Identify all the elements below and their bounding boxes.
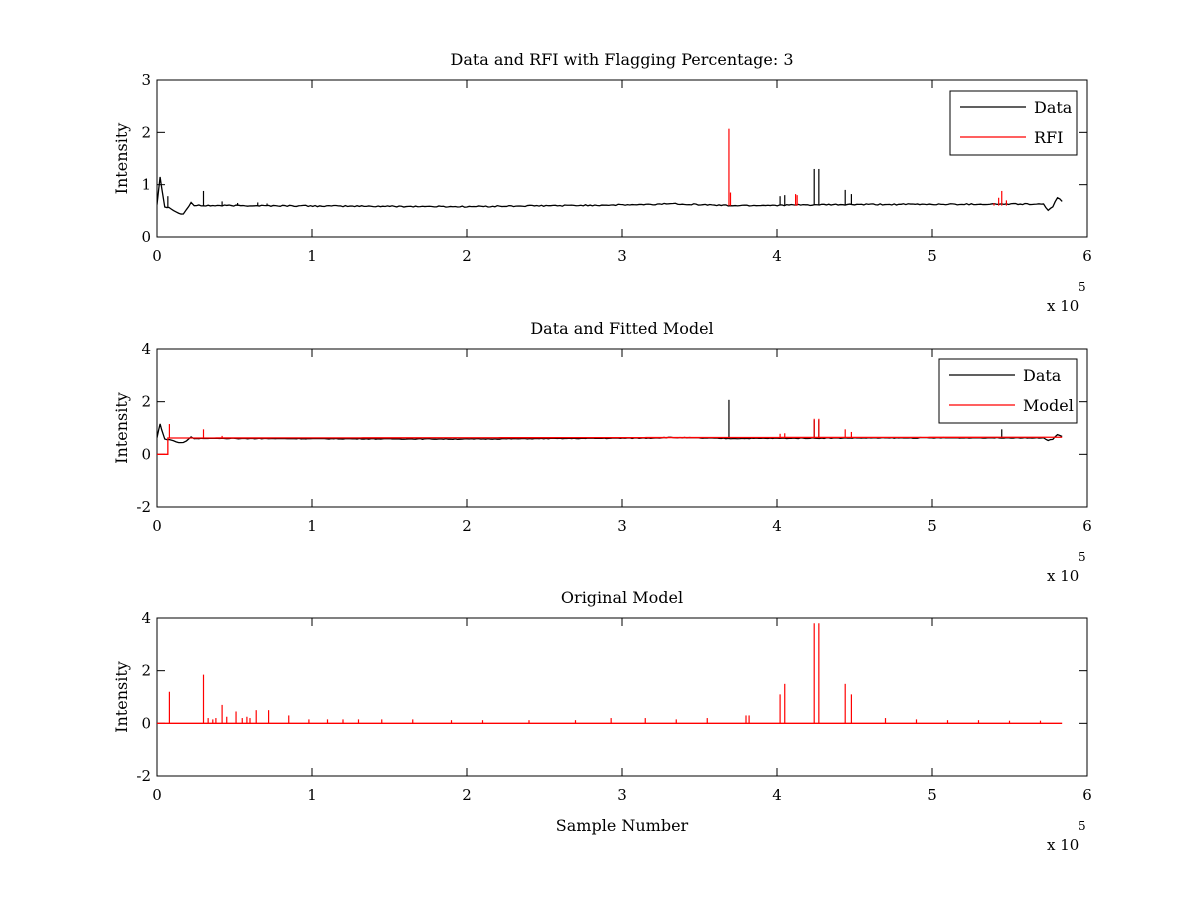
x-tick-label: 2	[462, 247, 472, 265]
x-tick-label: 1	[307, 247, 317, 265]
x-tick-label: 2	[462, 786, 472, 804]
x-tick-label: 4	[772, 786, 782, 804]
y-axis-label: Intensity	[112, 123, 131, 195]
plot-layer	[157, 623, 1063, 724]
y-axis-label: Intensity	[112, 392, 131, 464]
series-model	[157, 623, 1063, 724]
x-tick-label: 0	[152, 786, 162, 804]
x-tick-label: 6	[1082, 517, 1092, 535]
series-line	[157, 436, 1063, 455]
plot-area	[156, 348, 1088, 508]
plot-layer	[157, 399, 1063, 455]
x-multiplier: x 10	[1047, 297, 1079, 315]
y-tick-label: 0	[141, 714, 151, 732]
x-tick-label: 6	[1082, 786, 1092, 804]
y-tick-label: 2	[141, 393, 151, 411]
x-tick-label: 3	[617, 247, 627, 265]
legend: Data RFI	[949, 90, 1078, 156]
y-tick-label: 2	[141, 123, 151, 141]
x-tick-label: 6	[1082, 247, 1092, 265]
plot-area	[156, 79, 1088, 238]
x-multiplier: x 10	[1047, 567, 1079, 585]
panel-title: Data and Fitted Model	[530, 319, 713, 338]
legend-label: Data	[1034, 98, 1073, 117]
x-exponent: 5	[1078, 280, 1086, 294]
y-tick-label: -2	[136, 767, 151, 785]
panel-1: Data and RFI with Flagging Percentage: 3…	[112, 50, 1092, 315]
x-tick-label: 5	[927, 517, 937, 535]
y-tick-label: 3	[141, 71, 151, 89]
x-tick-label: 4	[772, 517, 782, 535]
legend-box	[949, 90, 1078, 156]
legend-label: RFI	[1034, 128, 1063, 147]
y-tick-label: 4	[141, 609, 151, 627]
legend-box	[938, 358, 1078, 424]
x-tick-label: 0	[152, 247, 162, 265]
legend: Data Model	[938, 358, 1078, 424]
x-tick-label: 0	[152, 517, 162, 535]
y-tick-label: 0	[141, 228, 151, 246]
y-axis-label: Intensity	[112, 661, 131, 733]
plot-layer	[157, 128, 1063, 215]
panel-title: Data and RFI with Flagging Percentage: 3	[450, 50, 793, 69]
x-tick-label: 2	[462, 517, 472, 535]
x-axis-label: Sample Number	[556, 816, 689, 835]
series-rfi	[728, 128, 1008, 206]
x-exponent: 5	[1078, 550, 1086, 564]
x-multiplier: x 10	[1047, 836, 1079, 854]
x-exponent: 5	[1078, 819, 1086, 833]
panel-title: Original Model	[561, 588, 683, 607]
plot-area	[156, 617, 1088, 777]
y-tick-label: 1	[141, 176, 151, 194]
x-tick-label: 5	[927, 786, 937, 804]
x-tick-label: 1	[307, 517, 317, 535]
series-line	[157, 176, 1063, 215]
y-tick-label: -2	[136, 498, 151, 516]
x-tick-label: 1	[307, 786, 317, 804]
x-tick-label: 4	[772, 247, 782, 265]
x-tick-label: 3	[617, 517, 627, 535]
x-tick-label: 3	[617, 786, 627, 804]
legend-label: Data	[1023, 366, 1062, 385]
y-tick-label: 4	[141, 340, 151, 358]
x-tick-label: 5	[927, 247, 937, 265]
series-model	[157, 418, 1063, 455]
series-data	[157, 168, 1063, 215]
legend-label: Model	[1023, 396, 1074, 415]
y-tick-label: 0	[141, 445, 151, 463]
y-tick-label: 2	[141, 662, 151, 680]
